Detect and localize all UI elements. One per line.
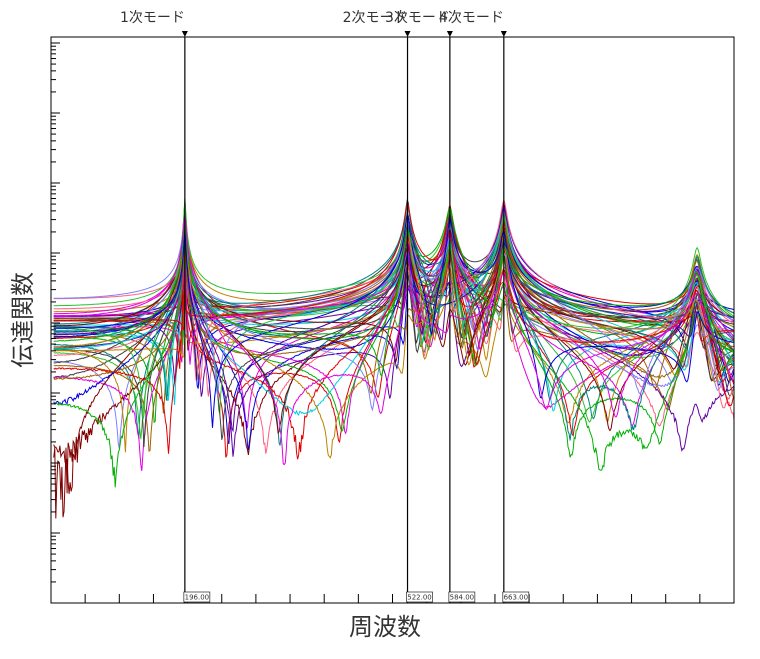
x-axis-label: 周波数 — [349, 613, 421, 641]
frf-curve — [53, 221, 734, 406]
frf-curve — [53, 213, 734, 466]
frf-curve — [53, 212, 734, 428]
frf-curve — [53, 216, 734, 471]
mode-label: 3次モード — [385, 10, 450, 26]
frf-curve — [53, 198, 734, 448]
value-label: 584.00 — [450, 594, 475, 602]
frf-curve — [53, 248, 734, 488]
mode-label: 1次モード — [120, 10, 185, 26]
y-axis-label: 伝達関数 — [9, 272, 37, 368]
frf-curve — [53, 219, 734, 400]
mode-label: 2次モード — [343, 10, 408, 26]
frf-curve — [53, 220, 734, 452]
value-label: 196.00 — [185, 594, 210, 602]
mode-marker — [404, 31, 411, 37]
mode-marker — [181, 31, 188, 37]
mode-label: 4次モード — [439, 10, 504, 26]
frf-curve — [53, 205, 734, 401]
value-label: 522.00 — [407, 594, 432, 602]
value-label: 663.00 — [504, 594, 529, 602]
frf-curve — [53, 217, 734, 435]
value-box — [448, 591, 476, 603]
value-box — [183, 591, 211, 603]
frf-curve — [53, 224, 734, 388]
mode-marker — [500, 31, 507, 37]
value-box — [502, 591, 530, 603]
frf-curve — [53, 228, 734, 433]
frf-curve — [53, 208, 734, 396]
frf-curve — [53, 223, 734, 440]
mode-marker — [446, 31, 453, 37]
value-box — [406, 591, 433, 603]
frf-curve — [53, 198, 734, 420]
frf-curve — [53, 203, 734, 407]
curve-group — [53, 198, 734, 519]
frf-curve — [53, 207, 734, 377]
